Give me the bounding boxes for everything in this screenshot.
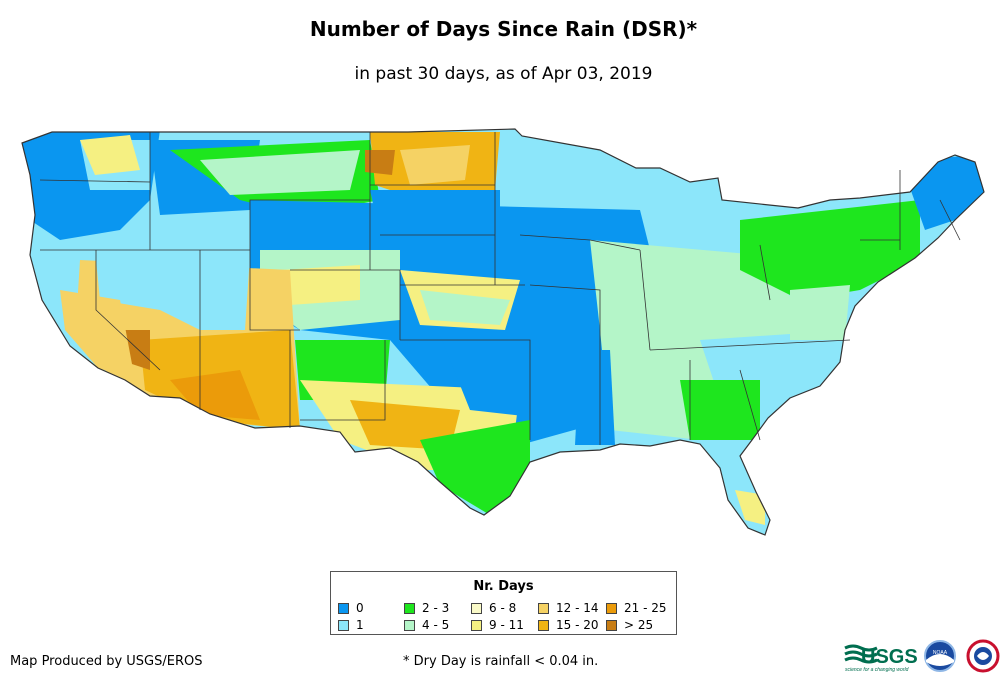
region-nd-brown bbox=[365, 150, 395, 175]
legend-swatch-5 bbox=[471, 619, 482, 631]
legend-item-9-11: 9 - 11 bbox=[471, 618, 524, 632]
legend-swatch-1 bbox=[338, 619, 349, 631]
legend-item-15-20: 15 - 20 bbox=[538, 618, 599, 632]
legend-label-6: 12 - 14 bbox=[556, 601, 599, 615]
region-texas-green bbox=[420, 420, 530, 515]
region-carolinas-green bbox=[680, 380, 760, 440]
region-california-dry bbox=[60, 290, 135, 380]
legend-swatch-3 bbox=[404, 619, 415, 631]
usgs-logo: USGS science for a changing world bbox=[844, 644, 918, 673]
state-boundaries bbox=[21, 128, 985, 536]
legend-item-6-8: 6 - 8 bbox=[471, 601, 516, 615]
region-kansas-mint bbox=[420, 290, 510, 325]
legend-swatch-9 bbox=[606, 619, 617, 631]
legend-item-12-14: 12 - 14 bbox=[538, 601, 599, 615]
region-montana-mint bbox=[200, 150, 360, 195]
legend-item-1: 1 bbox=[338, 618, 364, 632]
map-credit: Map Produced by USGS/EROS bbox=[10, 654, 203, 669]
legend-label-8: 21 - 25 bbox=[624, 601, 667, 615]
legend-swatch-0 bbox=[338, 602, 349, 614]
legend-label-2: 2 - 3 bbox=[422, 601, 450, 615]
region-dakotas-light bbox=[400, 145, 470, 185]
region-great-basin-1day bbox=[95, 250, 250, 330]
region-northeast-green bbox=[740, 200, 920, 300]
region-florida-dry bbox=[735, 490, 765, 525]
legend-item-gt-25: > 25 bbox=[606, 618, 653, 632]
region-colorado-yellow bbox=[280, 265, 360, 305]
legend-swatch-8 bbox=[606, 602, 617, 614]
legend-swatch-2 bbox=[404, 602, 415, 614]
legend-swatch-4 bbox=[471, 602, 482, 614]
legend-title: Nr. Days bbox=[473, 579, 534, 594]
legend-item-21-25: 21 - 25 bbox=[606, 601, 667, 615]
legend-label-5: 9 - 11 bbox=[489, 618, 524, 632]
dry-day-footnote: * Dry Day is rainfall < 0.04 in. bbox=[403, 654, 599, 669]
agency-logos: USGS science for a changing world NOAA bbox=[844, 639, 1000, 673]
legend-item-0: 0 bbox=[338, 601, 364, 615]
region-mississippi-blue bbox=[575, 350, 615, 445]
legend-swatch-7 bbox=[538, 619, 549, 631]
region-washington-dry bbox=[80, 135, 140, 175]
legend-label-1: 1 bbox=[356, 618, 364, 632]
map-subtitle: in past 30 days, as of Apr 03, 2019 bbox=[354, 64, 653, 84]
noaa-logo: NOAA bbox=[924, 640, 956, 672]
legend-label-7: 15 - 20 bbox=[556, 618, 599, 632]
nws-logo-icon bbox=[966, 639, 1000, 673]
region-west-texas-orange bbox=[350, 400, 460, 450]
legend-label-9: > 25 bbox=[624, 618, 654, 632]
dsr-map bbox=[21, 128, 985, 536]
noaa-logo-text: NOAA bbox=[933, 650, 948, 656]
legend-label-3: 4 - 5 bbox=[422, 618, 450, 632]
usgs-logo-tagline: science for a changing world bbox=[845, 667, 909, 673]
legend-item-4-5: 4 - 5 bbox=[404, 618, 449, 632]
legend-item-2-3: 2 - 3 bbox=[404, 601, 449, 615]
legend-label-4: 6 - 8 bbox=[489, 601, 517, 615]
legend-swatch-6 bbox=[538, 602, 549, 614]
region-midatlantic-mint bbox=[790, 285, 850, 340]
legend-label-0: 0 bbox=[356, 601, 364, 615]
map-legend: Nr. Days 0 1 2 - 3 4 - 5 6 - 8 9 - 11 12… bbox=[330, 571, 677, 635]
region-sw-arizona-21-25 bbox=[170, 370, 260, 420]
map-title: Number of Days Since Rain (DSR)* bbox=[309, 17, 698, 41]
usgs-logo-text: USGS bbox=[861, 646, 918, 668]
